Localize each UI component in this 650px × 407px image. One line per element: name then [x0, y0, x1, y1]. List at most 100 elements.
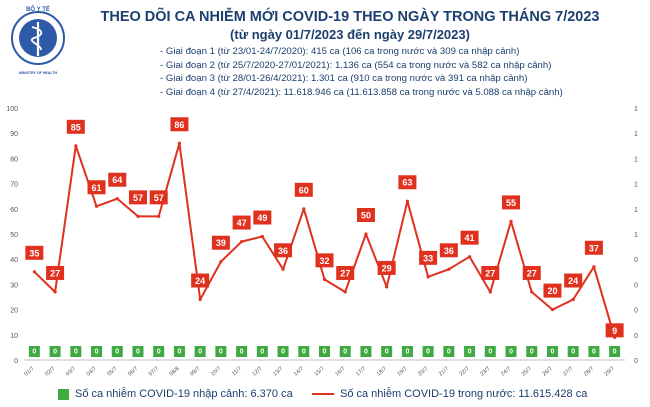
chart-title: THEO DÕI CA NHIỄM MỚI COVID-19 THEO NGÀY… [100, 9, 600, 25]
data-label-box [419, 250, 438, 265]
bar-value-label: 0 [53, 349, 57, 356]
data-label: 24 [568, 276, 578, 286]
data-label: 55 [506, 198, 516, 208]
data-label-box [211, 235, 230, 250]
x-tick-label: 26/7 [542, 366, 554, 378]
data-label: 27 [340, 268, 350, 278]
x-tick-label: 23/7 [479, 366, 491, 378]
bar-value-label: 0 [157, 349, 161, 356]
bar-imported [381, 346, 393, 357]
data-point [302, 207, 306, 211]
data-label: 27 [527, 268, 537, 278]
chart-subtitle: (từ ngày 01/7/2023 đến ngày 29/7/2023) [230, 27, 470, 42]
data-label: 63 [402, 178, 412, 188]
data-label: 47 [237, 218, 247, 228]
data-point [592, 265, 596, 269]
x-tick-label: 21/7 [438, 366, 450, 378]
data-point [343, 290, 347, 294]
data-point [467, 255, 472, 259]
y-right-tick-label: 1 [634, 156, 638, 163]
y-left-tick-label: 40 [10, 257, 18, 264]
data-point [157, 214, 161, 218]
x-tick-label: 28/7 [583, 366, 595, 378]
data-label-box [253, 210, 272, 225]
data-label: 36 [444, 246, 454, 256]
legend-label-imported: Số ca nhiễm COVID-19 nhập cảnh: 6.370 ca [75, 388, 293, 400]
bar-imported [422, 346, 434, 357]
data-point [32, 270, 36, 274]
stages-list: - Giai đoạn 1 (từ 23/01-24/7/2020): 415 … [160, 45, 630, 99]
bar-imported [173, 346, 185, 357]
data-label: 49 [257, 213, 267, 223]
data-point [136, 214, 140, 218]
bar-value-label: 0 [240, 349, 244, 356]
data-label: 37 [589, 243, 599, 253]
data-label-box [460, 230, 479, 245]
x-tick-label: 25/7 [521, 366, 533, 378]
x-tick-label: 22/7 [459, 366, 471, 378]
bar-imported [49, 346, 61, 357]
data-label-box [481, 265, 500, 280]
y-left-tick-label: 100 [6, 106, 18, 113]
bar-value-label: 0 [95, 349, 99, 356]
legend-swatch-bar [58, 388, 69, 400]
logo-top-text: BỘ Y TẾ [26, 5, 50, 13]
data-point [260, 234, 264, 239]
data-label: 57 [154, 193, 164, 203]
data-point [385, 285, 389, 289]
y-right-tick-label: 0 [634, 308, 638, 315]
bar-value-label: 0 [198, 349, 202, 356]
x-tick-label: 20/7 [417, 366, 429, 378]
y-left-tick-label: 0 [14, 358, 18, 365]
stage-3: - Giai đoạn 3 (từ 28/01-26/4/2021): 1.30… [160, 73, 528, 85]
data-point [198, 297, 202, 302]
data-label-box [356, 208, 375, 222]
bar-imported [194, 346, 206, 357]
data-label-box [66, 119, 85, 134]
data-point [322, 277, 327, 281]
data-label-box [522, 265, 541, 280]
bar-value-label: 0 [426, 349, 430, 356]
data-label: 57 [133, 193, 143, 203]
data-label-box [87, 180, 106, 195]
data-label-box [398, 175, 417, 190]
data-label-box [149, 190, 168, 205]
data-point [571, 297, 575, 302]
data-label-box [191, 273, 210, 288]
y-right-tick-label: 1 [634, 207, 638, 214]
data-label: 64 [112, 175, 122, 185]
bar-value-label: 0 [260, 349, 264, 356]
data-label-box [564, 273, 583, 288]
bar-imported [339, 346, 351, 357]
bar-imported [464, 346, 476, 357]
data-label: 27 [50, 268, 60, 278]
bar-value-label: 0 [302, 349, 306, 356]
bar-imported [277, 346, 289, 357]
y-right-tick-label: 1 [634, 182, 638, 189]
y-left-tick-label: 60 [10, 207, 18, 214]
x-tick-label: 09/7 [189, 366, 201, 378]
bar-value-label: 0 [32, 349, 36, 356]
y-right-tick-label: 1 [634, 131, 638, 138]
data-label-box [274, 243, 293, 258]
data-label: 35 [29, 248, 39, 258]
data-point [177, 141, 182, 145]
data-label: 86 [174, 120, 184, 130]
bar-value-label: 0 [115, 349, 119, 356]
y-left-tick-label: 10 [10, 333, 18, 340]
x-tick-label: 04/7 [86, 366, 98, 378]
bar-value-label: 0 [509, 349, 513, 356]
y-left-tick-label: 30 [10, 282, 18, 289]
legend-swatch-line [312, 393, 334, 395]
data-point [550, 308, 555, 312]
x-tick-label: 16/7 [334, 366, 346, 378]
bar-value-label: 0 [592, 349, 596, 356]
x-tick-label: 05/7 [106, 366, 118, 378]
bar-imported [609, 346, 621, 357]
data-label-box [584, 240, 603, 255]
bar-value-label: 0 [551, 349, 555, 356]
data-point [509, 219, 513, 223]
y-left-tick-label: 80 [10, 156, 18, 163]
y-left-tick-label: 50 [10, 232, 18, 239]
